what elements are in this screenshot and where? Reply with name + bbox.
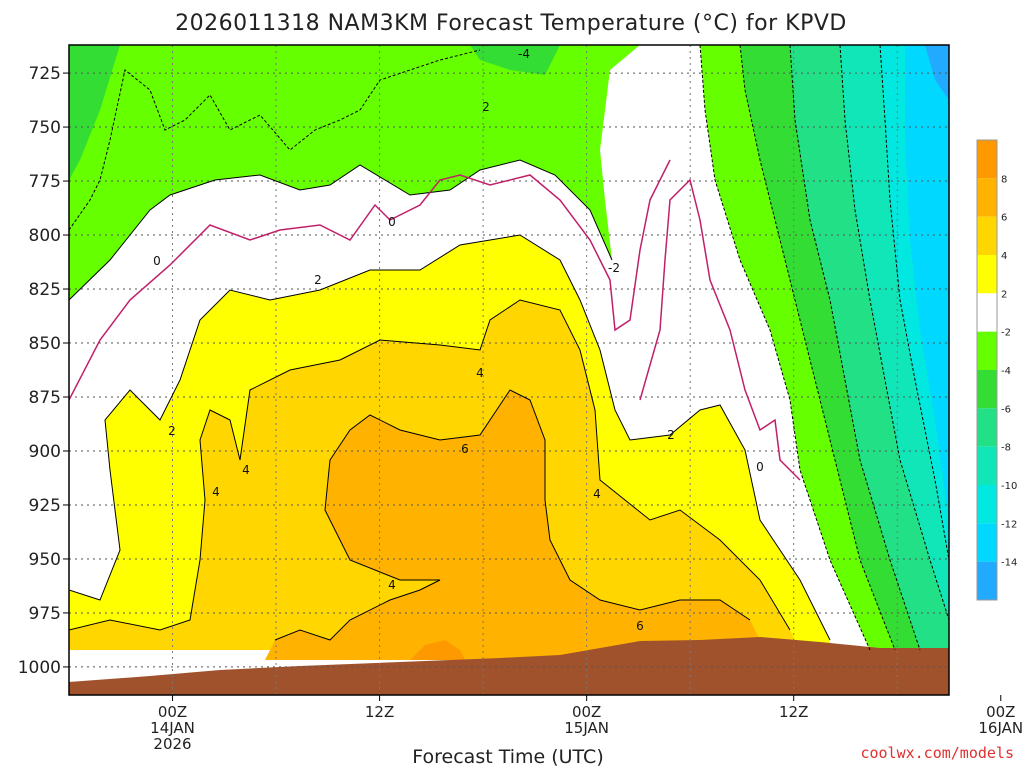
colorbar-tick-label: 6 [1001, 213, 1007, 224]
x-tick-label: 00Z [158, 703, 187, 721]
contour-neg10C-right [879, 45, 949, 561]
contour-label: 2 [667, 428, 675, 442]
contour-label: 4 [242, 463, 250, 477]
ground-fill [69, 637, 949, 695]
contour-label: 6 [461, 442, 469, 456]
x-tick-label: 12Z [779, 703, 808, 721]
cold-fill-top-center [470, 45, 560, 75]
y-tick-label: 775 [29, 172, 61, 192]
y-tick-label: 1000 [18, 658, 61, 678]
colorbar-swatch [977, 485, 997, 524]
contour-label: 4 [593, 487, 601, 501]
colorbar-tick-label: -4 [1001, 366, 1011, 377]
colorbar-swatch [977, 331, 997, 370]
plot-area: -4 2 0 -2 0 2 2 4 4 4 4 6 4 2 0 6 [69, 45, 949, 695]
colorbar-tick-label: 2 [1001, 289, 1007, 300]
contour-neg4C-right [739, 45, 896, 651]
y-tick-label: 750 [29, 118, 61, 138]
x-tick-label: 00Z [986, 703, 1015, 721]
colorbar-swatch [977, 370, 997, 409]
x-axis-label: Forecast Time (UTC) [412, 746, 603, 768]
colorbar-swatch [977, 408, 997, 447]
cold-fill-right-6 [905, 45, 949, 520]
colorbar-frame [976, 139, 998, 601]
contour-label: 0 [756, 460, 764, 474]
y-tick-label: 950 [29, 550, 61, 570]
colorbar-swatch [977, 561, 997, 600]
y-tick-label: 925 [29, 496, 61, 516]
y-tick-label: 975 [29, 604, 61, 624]
chart-title: 2026011318 NAM3KM Forecast Temperature (… [175, 11, 847, 36]
contour-6C [274, 389, 751, 641]
colorbar-tick-label: 8 [1001, 174, 1007, 185]
colorbar-tick-label: -14 [1001, 558, 1017, 569]
contour-label: 6 [636, 619, 644, 633]
contour-label: 2 [482, 100, 490, 114]
x-tick-label: 15JAN [564, 719, 609, 737]
contour-labels: -4 2 0 -2 0 2 2 4 4 4 4 6 4 2 0 6 [153, 47, 764, 633]
contour-label: 4 [212, 485, 220, 499]
plot-frame [68, 44, 950, 696]
cold-fill-upper-left-2 [69, 45, 120, 180]
contour-label: 2 [314, 273, 322, 287]
colorbar-swatch [977, 140, 997, 179]
contour-label: 4 [388, 578, 396, 592]
warm-fill-8to10 [410, 640, 465, 660]
y-tick-label: 800 [29, 226, 61, 246]
x-tick-label: 00Z [572, 703, 601, 721]
contour-0C-right [639, 178, 801, 481]
contour-4C [69, 299, 791, 631]
y-axis: 725 750 775 800 825 850 875 900 925 950 975 1000 [18, 64, 69, 678]
colorbar-swatch [977, 178, 997, 217]
colorbar-tick-label: -2 [1001, 328, 1011, 339]
contour-neg8C-right [839, 45, 949, 621]
contour-neg2C-left [69, 49, 481, 231]
y-tick-label: 875 [29, 388, 61, 408]
contour-0C-left [69, 159, 671, 401]
y-tick-label: 825 [29, 280, 61, 300]
contour-neg6C-right [789, 45, 921, 651]
contour-2C-warm [69, 234, 831, 641]
x-tick-label: 2026 [153, 735, 191, 753]
colorbar-swatch [977, 216, 997, 255]
colorbar-legend: 8 6 4 2 -2 -4 -6 -8 -10 -12 -14 [976, 139, 1017, 601]
cold-fill-right-7 [925, 45, 949, 100]
warm-fill-6to8 [265, 390, 760, 660]
colorbar-swatch [977, 446, 997, 485]
contour-label: 2 [168, 424, 176, 438]
y-tick-label: 900 [29, 442, 61, 462]
contour-label: -4 [518, 47, 530, 61]
y-tick-label: 850 [29, 334, 61, 354]
colorbar-tick-label: -10 [1001, 481, 1017, 492]
x-tick-label: 16JAN [978, 719, 1023, 737]
contour-label: 0 [388, 215, 396, 229]
colorbar-tick-label: 4 [1001, 251, 1007, 262]
grid-lines [69, 45, 949, 695]
colorbar-tick-label: -12 [1001, 519, 1017, 530]
colorbar-tick-label: -6 [1001, 404, 1011, 415]
colorbar-swatch [977, 255, 997, 294]
x-tick-label: 12Z [365, 703, 394, 721]
contour-neg2C-right [699, 45, 871, 651]
colorbar-tick-label: -8 [1001, 443, 1011, 454]
contour-label: 0 [153, 254, 161, 268]
contour-2C [69, 159, 613, 301]
contour-label: 4 [476, 366, 484, 380]
credit-text: coolwx.com/models [860, 744, 1014, 762]
y-tick-label: 725 [29, 64, 61, 84]
colorbar-swatch [977, 523, 997, 562]
cold-fill-upper-left [69, 45, 640, 300]
contour-label: -2 [608, 261, 620, 275]
colorbar-swatch [977, 293, 997, 332]
contour-lines [69, 45, 949, 651]
x-tick-label: 14JAN [150, 719, 195, 737]
